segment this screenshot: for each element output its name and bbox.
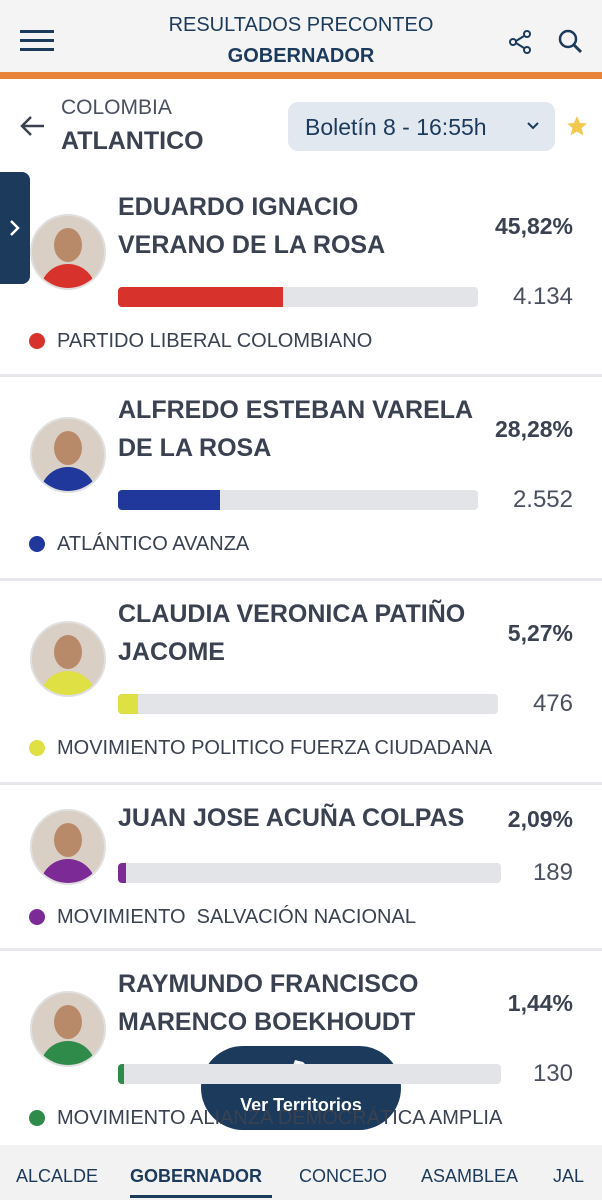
bar-track bbox=[118, 694, 498, 714]
bar-track bbox=[118, 863, 501, 883]
button-label: Ver Territorios bbox=[240, 1095, 362, 1115]
header-title: RESULTADOS PRECONTEO bbox=[168, 14, 434, 36]
photo-head bbox=[54, 635, 82, 669]
side-tab[interactable] bbox=[0, 172, 30, 284]
header-subtitle: GOBERNADOR bbox=[227, 45, 375, 67]
votes: 4.134 bbox=[512, 283, 573, 310]
candidate-card[interactable]: RAYMUNDO FRANCISCO MARENCO BOEKHOUDT 1,44%… bbox=[0, 952, 602, 1145]
party: MOVIMIENTO ALIANZA DEMOCRÁTICA AMPLIA bbox=[57, 1107, 503, 1129]
photo-head bbox=[54, 1005, 82, 1039]
party-dot bbox=[29, 909, 45, 925]
party: MOVIMIENTO POLITICO FUERZA CIUDADANA bbox=[57, 737, 493, 759]
photo-head bbox=[54, 431, 82, 465]
active-underline bbox=[130, 1195, 272, 1198]
percent: 45,82% bbox=[494, 213, 573, 239]
candidate-name: RAYMUNDO FRANCISCO bbox=[118, 970, 419, 998]
percent: 1,44% bbox=[507, 990, 573, 1016]
candidate-name: JUAN JOSE ACUÑA COLPAS bbox=[118, 804, 465, 832]
candidate-photo bbox=[30, 991, 106, 1067]
bulletin-select[interactable]: Boletín 8 - 16:55h bbox=[288, 102, 555, 151]
favorite-star[interactable] bbox=[566, 115, 588, 137]
photo-body bbox=[40, 467, 96, 491]
country: COLOMBIA bbox=[61, 96, 172, 119]
search-icon[interactable] bbox=[558, 29, 584, 55]
candidate-name: MARENCO BOEKHOUDT bbox=[118, 1008, 416, 1036]
nav-tab[interactable]: GOBERNADOR bbox=[130, 1166, 263, 1186]
bottom-nav: ALCALDE GOBERNADOR CONCEJO ASAMBLEA JAL bbox=[0, 1145, 602, 1200]
chevron-right bbox=[10, 220, 20, 236]
photo-head bbox=[54, 228, 82, 262]
candidate-photo bbox=[30, 214, 106, 290]
chevron-down bbox=[527, 122, 539, 130]
bar bbox=[118, 1064, 124, 1084]
percent: 2,09% bbox=[507, 806, 573, 832]
header bbox=[0, 0, 602, 72]
percent: 5,27% bbox=[507, 620, 573, 646]
share-icon[interactable] bbox=[508, 30, 532, 54]
photo-head bbox=[54, 823, 82, 857]
party-dot bbox=[29, 536, 45, 552]
party: PARTIDO LIBERAL COLOMBIANO bbox=[57, 330, 373, 352]
territories-button[interactable]: Ver Territorios bbox=[201, 1046, 401, 1130]
bar bbox=[118, 287, 283, 307]
candidate-name: DE LA ROSA bbox=[118, 434, 272, 462]
photo-body bbox=[40, 1041, 96, 1065]
party: MOVIMIENTO SALVACIÓN NACIONAL bbox=[57, 906, 416, 928]
votes: 189 bbox=[532, 859, 573, 886]
back-arrow[interactable] bbox=[20, 114, 46, 138]
photo-body bbox=[40, 671, 96, 695]
bulletin-label: Boletín 8 - 16:55h bbox=[305, 114, 487, 140]
bar bbox=[118, 863, 126, 883]
bar-track bbox=[118, 1064, 501, 1084]
candidate-name: CLAUDIA VERONICA PATIÑO bbox=[118, 600, 466, 628]
candidate-name: EDUARDO IGNACIO bbox=[118, 193, 359, 221]
separator bbox=[0, 578, 602, 581]
candidate-name: ALFREDO ESTEBAN VARELA bbox=[118, 396, 474, 424]
candidate-card[interactable]: EDUARDO IGNACIO VERANO DE LA ROSA 45,82% 4.… bbox=[0, 175, 602, 378]
candidate-name: JACOME bbox=[118, 638, 225, 666]
bar bbox=[118, 694, 139, 714]
candidate-card[interactable]: ALFREDO ESTEBAN VARELA DE LA ROSA 28,28% 2.… bbox=[0, 378, 602, 582]
percent: 28,28% bbox=[494, 416, 573, 442]
nav-tab[interactable]: ASAMBLEA bbox=[421, 1166, 519, 1186]
bar bbox=[118, 490, 220, 510]
candidate-photo bbox=[30, 417, 106, 493]
candidate-card[interactable]: CLAUDIA VERONICA PATIÑO JACOME 5,27% 476 MOV… bbox=[0, 582, 602, 786]
party-dot bbox=[29, 333, 45, 349]
candidate-name: VERANO DE LA ROSA bbox=[118, 231, 386, 259]
region: ATLANTICO bbox=[61, 127, 204, 155]
candidate-photo bbox=[30, 621, 106, 697]
candidate-photo bbox=[30, 809, 106, 885]
party-dot bbox=[29, 740, 45, 756]
party: ATLÁNTICO AVANZA bbox=[57, 533, 250, 555]
separator bbox=[0, 782, 602, 785]
nav-tab[interactable]: JAL bbox=[553, 1166, 585, 1186]
votes: 2.552 bbox=[512, 486, 573, 513]
header-accent bbox=[0, 72, 602, 79]
nav-tab[interactable]: CONCEJO bbox=[299, 1166, 388, 1186]
votes: 130 bbox=[532, 1060, 573, 1087]
votes: 476 bbox=[532, 690, 573, 717]
separator bbox=[0, 374, 602, 377]
party-dot bbox=[29, 1110, 45, 1126]
candidate-card[interactable]: JUAN JOSE ACUÑA COLPAS 2,09% 189 MOVIMIENTO… bbox=[0, 786, 602, 952]
nav-tab[interactable]: ALCALDE bbox=[16, 1166, 99, 1186]
photo-body bbox=[40, 859, 96, 883]
photo-body bbox=[40, 264, 96, 288]
separator bbox=[0, 948, 602, 951]
menu-icon[interactable] bbox=[20, 28, 56, 54]
